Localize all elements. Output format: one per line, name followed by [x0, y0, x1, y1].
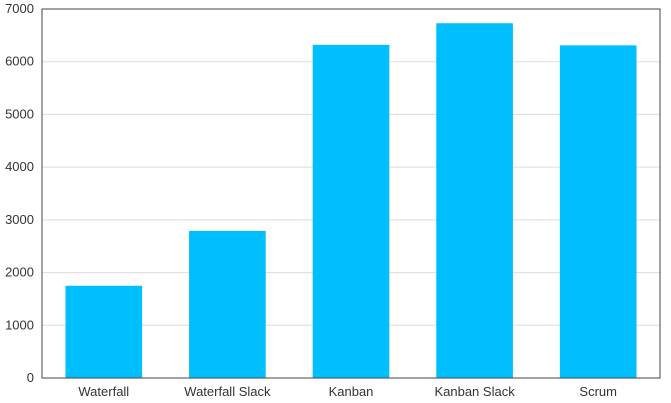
y-tick-label: 2000: [5, 265, 34, 280]
axis-layer: [41, 8, 661, 379]
y-tick-label: 3000: [5, 212, 34, 227]
bars-layer: [65, 23, 637, 379]
bar-kanban-slack[interactable]: [436, 23, 513, 379]
y-tick-labels: 0 1000 2000 3000 4000 5000 6000 7000: [5, 1, 34, 385]
bar-scrum[interactable]: [559, 45, 637, 378]
bar-kanban[interactable]: [312, 44, 390, 379]
bar-waterfall-slack[interactable]: [189, 230, 266, 378]
y-tick-label: 6000: [5, 54, 34, 69]
x-tick-label: Scrum: [579, 384, 617, 399]
x-tick-labels: Waterfall Waterfall Slack Kanban Kanban Sla…: [78, 384, 617, 399]
y-tick-label: 0: [27, 370, 34, 385]
x-tick-label: Kanban: [329, 384, 374, 399]
y-tick-label: 7000: [5, 1, 34, 16]
bar-waterfall[interactable]: [65, 285, 143, 378]
y-tick-label: 4000: [5, 159, 34, 174]
x-tick-label: Waterfall Slack: [184, 384, 271, 399]
plot-frame: [41, 8, 661, 379]
y-tick-label: 5000: [5, 106, 34, 121]
x-tick-label: Waterfall: [78, 384, 129, 399]
y-tick-label: 1000: [5, 317, 34, 332]
x-tick-label: Kanban Slack: [434, 384, 515, 399]
